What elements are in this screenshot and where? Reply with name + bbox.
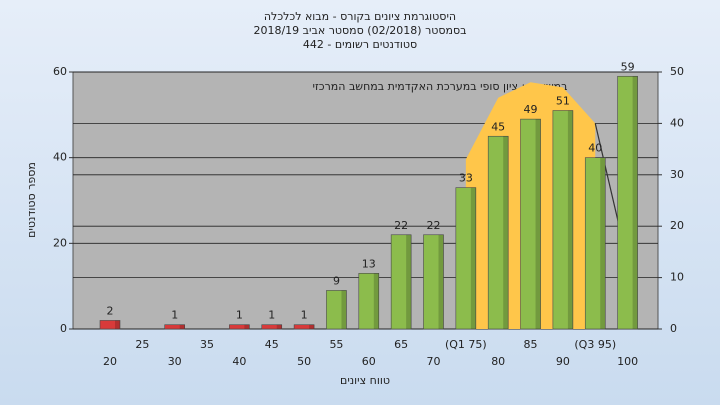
x-tick-label: 60 — [362, 355, 376, 368]
y-axis-title: מספר סטודנטים — [25, 162, 38, 238]
x-axis-title: טווח ציונים — [340, 374, 390, 387]
x-tick-label: 100 — [617, 355, 638, 368]
x-tick-label: 90 — [556, 355, 570, 368]
bar — [390, 234, 412, 330]
bar — [423, 234, 444, 330]
y2-tick-label: 20 — [670, 219, 684, 232]
chart-title: בסמסטר (02/2018) סמסטר אביב 2018/19 — [253, 24, 466, 37]
bar-shade — [115, 320, 120, 329]
bar — [293, 324, 315, 330]
bar-shade — [179, 324, 185, 329]
data-label: 33 — [459, 172, 473, 185]
bar-shade — [276, 324, 282, 329]
bar-shade — [438, 234, 444, 329]
data-label: 40 — [588, 142, 602, 155]
data-label: 1 — [171, 309, 178, 322]
x-tick-label: 30 — [168, 355, 182, 368]
x-tick-label: (Q1 75) — [445, 338, 487, 351]
bar-shade — [341, 290, 347, 329]
y-tick-label: 40 — [53, 151, 67, 164]
bar-shade — [373, 273, 379, 329]
bar — [552, 110, 574, 330]
x-tick-label: 35 — [200, 338, 214, 351]
bar — [326, 290, 347, 330]
bar — [229, 324, 250, 330]
x-tick-label: 65 — [394, 338, 408, 351]
y2-tick-label: 30 — [670, 168, 684, 181]
bar-shade — [567, 110, 573, 329]
data-label: 45 — [491, 120, 505, 133]
bar — [617, 75, 638, 330]
bar — [455, 187, 477, 330]
bar — [261, 324, 283, 330]
x-tick-label: 25 — [135, 338, 149, 351]
bar-shade — [632, 76, 638, 330]
bar — [164, 324, 185, 330]
bar-shade — [309, 324, 315, 329]
y2-tick-label: 50 — [670, 65, 684, 78]
data-label: 22 — [394, 219, 408, 232]
x-tick-label: 50 — [297, 355, 311, 368]
y-tick-label: 60 — [53, 65, 67, 78]
bar — [520, 118, 541, 330]
y-tick-label: 0 — [60, 322, 67, 335]
bar — [487, 135, 509, 330]
x-tick-label: (Q3 95) — [574, 338, 616, 351]
chart-title: סטודנטים רשומים - 442 — [303, 38, 417, 51]
data-label: 1 — [268, 309, 275, 322]
chart-title: היסטוגרמת ציונים בקורס - מבוא לכלכלה — [264, 10, 456, 23]
y2-tick-label: 40 — [670, 116, 684, 129]
x-tick-label: 45 — [265, 338, 279, 351]
data-label: 13 — [362, 257, 376, 270]
x-tick-label: 70 — [427, 355, 441, 368]
bar — [584, 157, 606, 330]
y2-tick-label: 10 — [670, 271, 684, 284]
bar-shade — [503, 136, 509, 329]
annotation: במשימה : ציון סופי במערכת האקדמית במחשב … — [313, 80, 568, 93]
bar-shade — [244, 324, 250, 329]
data-label: 22 — [427, 219, 441, 232]
x-tick-label: 40 — [232, 355, 246, 368]
bar — [99, 320, 121, 330]
data-label: 9 — [333, 274, 340, 287]
data-label: 1 — [301, 309, 308, 322]
x-tick-label: 55 — [329, 338, 343, 351]
x-tick-label: 80 — [491, 355, 505, 368]
bar-shade — [406, 234, 412, 329]
data-label: 2 — [107, 304, 114, 317]
y-tick-label: 20 — [53, 236, 67, 249]
bar-shade — [470, 187, 476, 329]
data-label: 1 — [236, 309, 243, 322]
x-tick-label: 20 — [103, 355, 117, 368]
data-label: 49 — [524, 103, 538, 116]
bar — [358, 273, 380, 330]
bar-shade — [600, 157, 606, 329]
y2-tick-label: 0 — [670, 322, 677, 335]
data-label: 51 — [556, 95, 570, 108]
bar-shade — [535, 119, 541, 329]
data-label: 59 — [621, 60, 635, 73]
x-tick-label: 85 — [524, 338, 538, 351]
